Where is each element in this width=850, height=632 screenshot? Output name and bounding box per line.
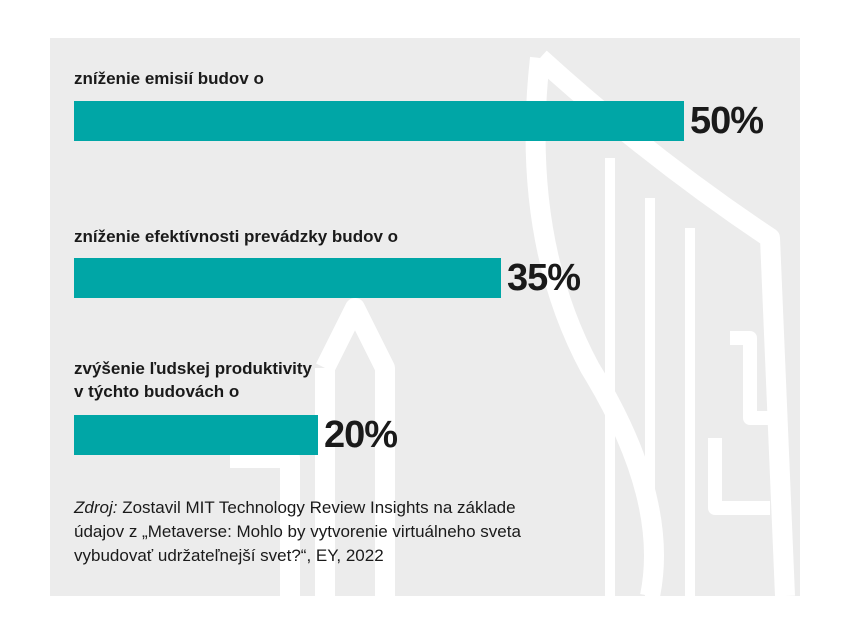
category-label-1: zníženie emisií budov o xyxy=(74,69,264,88)
value-label-2: 35% xyxy=(507,257,581,299)
source-note: Zdroj: Zostavil MIT Technology Review In… xyxy=(74,496,521,568)
bar-3 xyxy=(74,415,318,455)
bar-2 xyxy=(74,258,501,298)
bar-1 xyxy=(74,101,684,141)
source-line-3: vybudovať udržateľnejší svet?“, EY, 2022 xyxy=(74,546,384,565)
source-line-1: Zostavil MIT Technology Review Insights … xyxy=(117,498,516,517)
background-buildings-illustration xyxy=(230,50,795,596)
category-label-3-line-2: v týchto budovách o xyxy=(74,382,240,401)
value-label-1: 50% xyxy=(690,100,764,142)
source-line-2: údajov z „Metaverse: Mohlo by vytvorenie… xyxy=(74,522,521,541)
value-label-3: 20% xyxy=(324,414,398,456)
category-label-3-line-1: zvýšenie ľudskej produktivity xyxy=(74,359,313,378)
source-prefix: Zdroj: xyxy=(74,498,118,517)
category-label-2: zníženie efektívnosti prevádzky budov o xyxy=(74,227,399,246)
infographic-panel: zníženie emisií budov o 50% zníženie efekt… xyxy=(50,38,800,596)
